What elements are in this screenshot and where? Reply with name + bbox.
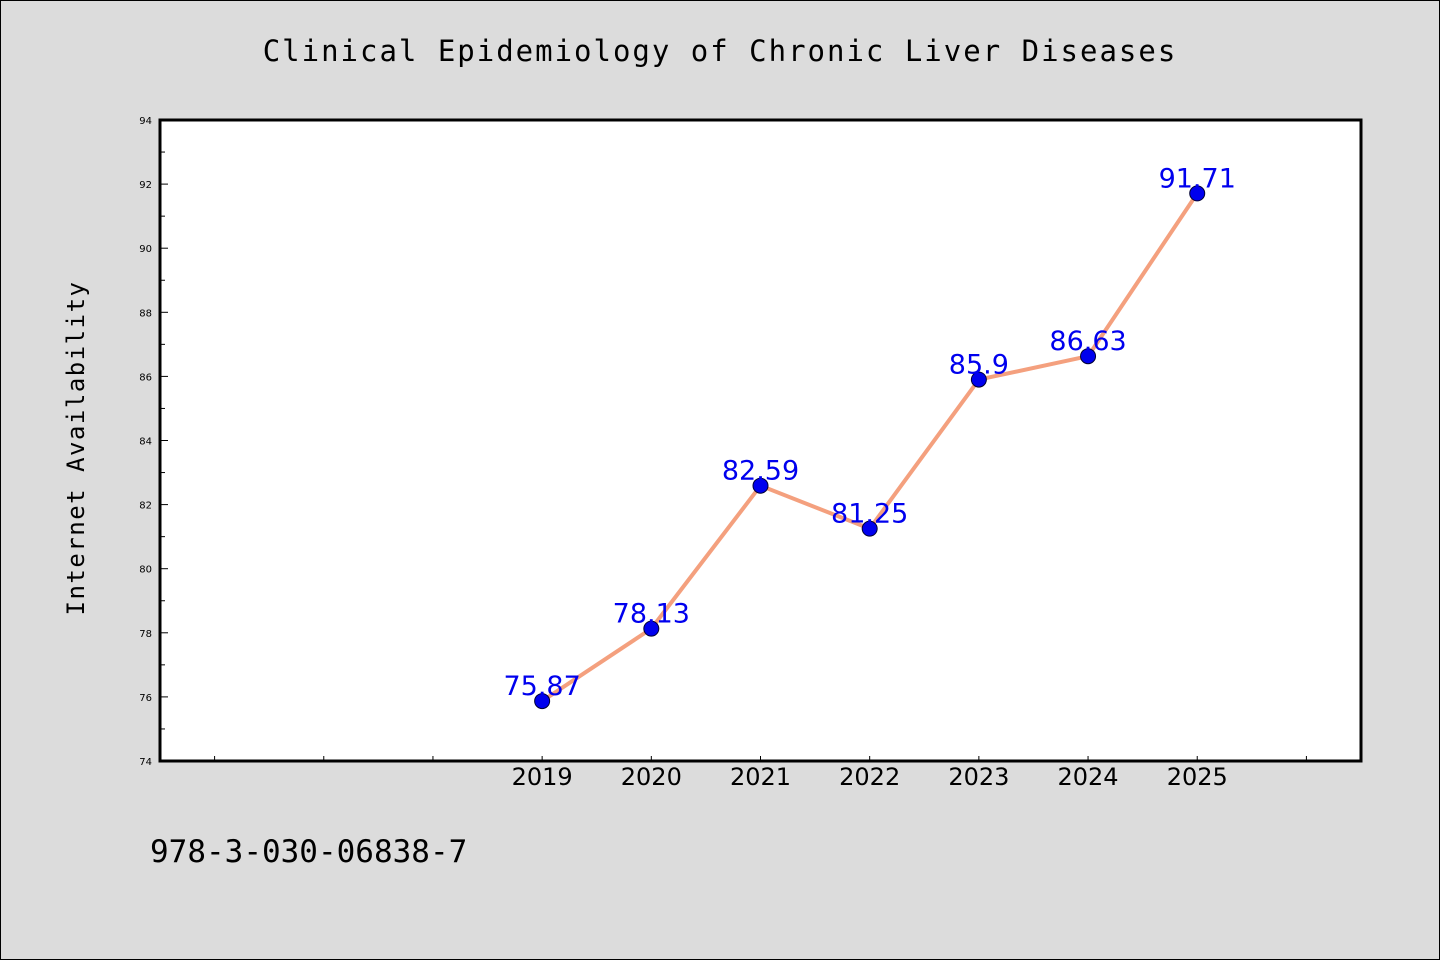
data-point <box>1189 185 1206 202</box>
data-point <box>861 520 878 537</box>
data-label: 81.25 <box>831 499 908 530</box>
y-tick-label: 88 <box>139 308 152 319</box>
y-axis: 74 76 78 80 82 84 86 88 90 92 94 <box>139 116 168 768</box>
data-label: 91.71 <box>1159 163 1236 194</box>
y-tick-label: 76 <box>139 693 152 704</box>
x-axis: 2019 2020 2021 2022 2023 2024 2025 <box>214 756 1307 791</box>
data-label: 78.13 <box>613 599 690 630</box>
plot-area <box>158 118 1363 763</box>
data-label: 86.63 <box>1049 326 1126 357</box>
y-tick-label: 90 <box>139 244 152 255</box>
x-tick-label: 2021 <box>730 763 791 791</box>
y-tick-label: 80 <box>139 565 152 576</box>
y-tick-label: 74 <box>139 757 152 768</box>
data-label: 82.59 <box>722 456 799 487</box>
data-label-layer: 75.87 78.13 82.59 81.25 85.9 86.63 91.71 <box>503 163 1235 702</box>
series-layer <box>534 185 1206 710</box>
chart-title: Clinical Epidemiology of Chronic Liver D… <box>262 34 1178 68</box>
data-point <box>752 477 769 494</box>
x-tick-label: 2023 <box>948 763 1009 791</box>
y-tick-label: 82 <box>139 501 152 512</box>
isbn-footnote: 978-3-030-06838-7 <box>150 834 468 870</box>
data-label: 75.87 <box>503 671 580 702</box>
y-tick-label: 92 <box>139 180 152 191</box>
y-tick-label: 84 <box>139 437 152 448</box>
x-tick-label: 2019 <box>512 763 573 791</box>
x-tick-label: 2022 <box>839 763 900 791</box>
y-tick-label: 94 <box>139 116 152 127</box>
x-tick-label: 2025 <box>1167 763 1228 791</box>
y-tick-label: 86 <box>139 372 152 383</box>
data-point <box>534 693 551 710</box>
x-tick-label: 2024 <box>1058 763 1119 791</box>
data-point <box>1080 348 1097 365</box>
y-tick-label: 78 <box>139 629 152 640</box>
data-point <box>643 620 660 637</box>
x-tick-label: 2020 <box>621 763 682 791</box>
data-point <box>970 371 987 388</box>
data-label: 85.9 <box>949 350 1009 381</box>
